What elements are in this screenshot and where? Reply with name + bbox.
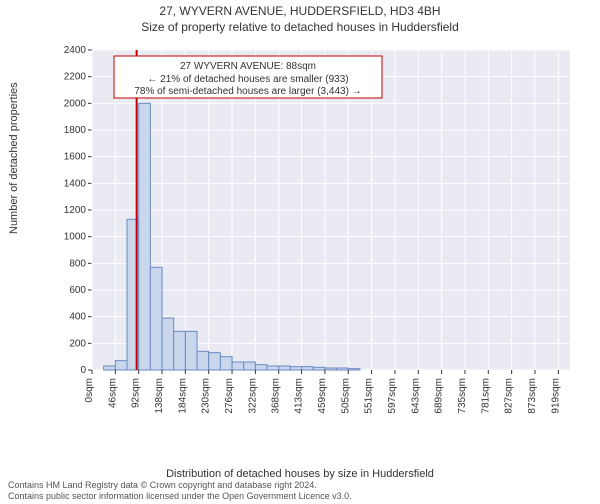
xtick-label: 689sqm [434,378,445,414]
xtick-label: 781sqm [480,378,491,414]
xtick-label: 92sqm [131,378,142,408]
x-axis-label: Distribution of detached houses by size … [0,468,600,480]
histogram-bar [115,361,127,370]
ytick-label: 2400 [64,45,87,56]
histogram-bar [232,362,244,370]
histogram-bar [220,357,232,370]
ytick-label: 400 [69,312,86,323]
xtick-label: 643sqm [410,378,421,414]
footer-line1: Contains HM Land Registry data © Crown c… [8,480,352,491]
ytick-label: 1400 [64,178,87,189]
histogram-bar [185,331,197,370]
xtick-label: 413sqm [294,378,305,414]
ytick-label: 0 [80,365,86,376]
ytick-label: 2200 [64,72,87,83]
footer-attribution: Contains HM Land Registry data © Crown c… [8,480,352,502]
histogram-bar [348,369,360,370]
histogram-bar [162,318,174,370]
y-axis-label: Number of detached properties [8,82,20,234]
annotation-line2: ← 21% of detached houses are smaller (93… [147,74,348,85]
histogram-bar [150,267,162,370]
ytick-label: 1600 [64,152,87,163]
histogram-bar [255,365,267,370]
xtick-label: 459sqm [317,378,328,414]
xtick-label: 138sqm [154,378,165,414]
ytick-label: 1200 [64,205,87,216]
xtick-label: 46sqm [107,378,118,408]
histogram-bar [267,366,279,370]
ytick-label: 2000 [64,98,87,109]
xtick-label: 276sqm [224,378,235,414]
xtick-label: 551sqm [364,378,375,414]
ytick-label: 800 [69,258,86,269]
histogram-chart: 0 200 400 600 800 1000 1200 1400 1600 1800 2000 220… [56,44,576,424]
xtick-label: 919sqm [550,378,561,414]
histogram-bar [104,366,116,370]
xtick-label: 505sqm [340,378,351,414]
histogram-bar [302,367,314,370]
page-title-line2: Size of property relative to detached ho… [0,20,600,34]
xtick-label: 827sqm [504,378,515,414]
histogram-bar [244,362,256,370]
xtick-label: 0sqm [84,378,95,402]
xtick-label: 735sqm [457,378,468,414]
xtick-label: 368sqm [271,378,282,414]
histogram-bar [174,331,186,370]
page-title-line1: 27, WYVERN AVENUE, HUDDERSFIELD, HD3 4BH [0,4,600,18]
ytick-label: 1000 [64,232,87,243]
ytick-label: 600 [69,285,86,296]
histogram-bar [337,368,349,370]
histogram-bar [325,368,337,370]
xtick-label: 322sqm [247,378,258,414]
annotation-line1: 27 WYVERN AVENUE: 88sqm [180,61,316,72]
histogram-bar [279,366,291,370]
xtick-label: 184sqm [177,378,188,414]
chart-container: 0 200 400 600 800 1000 1200 1400 1600 1800 2000 220… [56,44,576,424]
xtick-label: 597sqm [387,378,398,414]
xtick-label: 873sqm [527,378,538,414]
footer-line2: Contains public sector information licen… [8,491,352,502]
ytick-label: 200 [69,338,86,349]
annotation-line3: 78% of semi-detached houses are larger (… [134,86,361,97]
histogram-bar [209,353,221,370]
histogram-bar [290,367,302,370]
histogram-bar [139,103,151,370]
xtick-label: 230sqm [201,378,212,414]
histogram-bar [313,367,325,370]
ytick-label: 1800 [64,125,87,136]
histogram-bar [197,351,209,370]
